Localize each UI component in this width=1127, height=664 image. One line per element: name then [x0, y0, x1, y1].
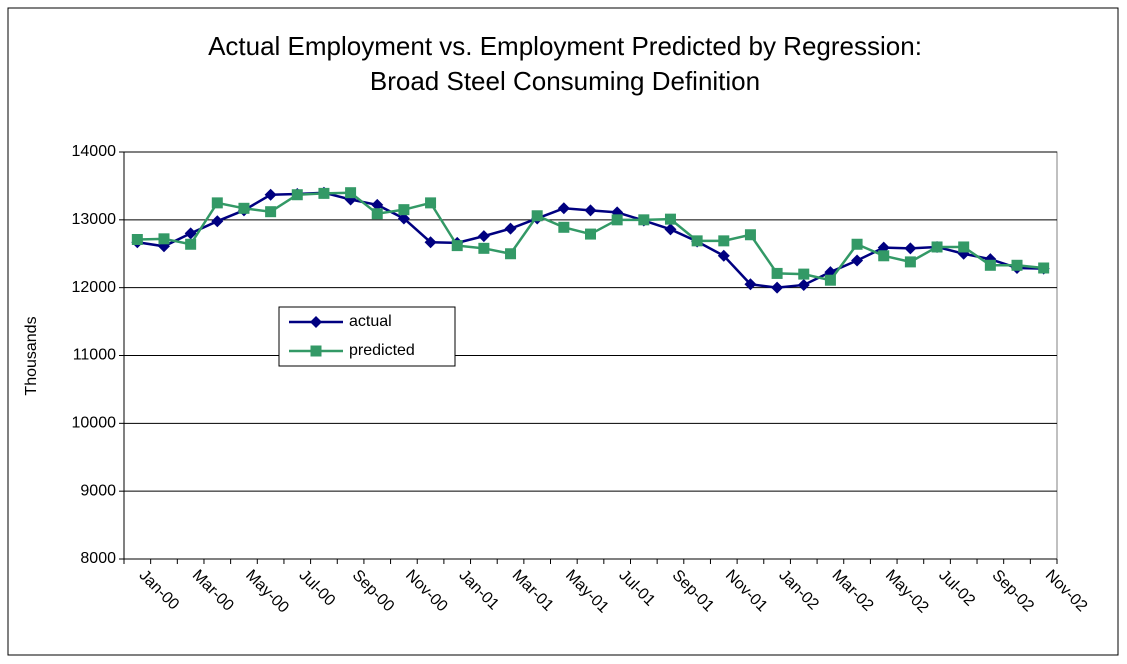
- diamond-marker: [717, 249, 730, 262]
- diamond-marker: [477, 230, 490, 243]
- square-marker: [131, 234, 143, 246]
- square-marker: [291, 189, 303, 201]
- series: [131, 187, 1050, 286]
- square-marker: [798, 268, 810, 280]
- y-tick-label: 9000: [80, 482, 116, 499]
- square-marker: [318, 187, 330, 199]
- square-marker: [345, 187, 357, 199]
- legend-label: predicted: [349, 342, 415, 359]
- diamond-marker: [211, 215, 224, 228]
- square-marker: [505, 248, 517, 260]
- square-marker: [984, 259, 996, 271]
- square-marker: [558, 221, 570, 233]
- legend-marker: [310, 345, 322, 357]
- diamond-marker: [504, 222, 517, 235]
- square-marker: [744, 229, 756, 241]
- y-tick-label: 14000: [72, 143, 117, 160]
- square-marker: [691, 235, 703, 247]
- diamond-marker: [771, 281, 784, 294]
- chart-title: Actual Employment vs. Employment Predict…: [208, 31, 922, 61]
- legend-box: [278, 306, 456, 367]
- square-marker: [238, 202, 250, 214]
- square-marker: [158, 233, 170, 245]
- diamond-marker: [904, 242, 917, 255]
- square-marker: [398, 204, 410, 216]
- square-marker: [425, 197, 437, 209]
- square-marker: [265, 206, 277, 218]
- legend-marker: [310, 316, 322, 328]
- diamond-marker: [744, 278, 757, 291]
- square-marker: [664, 213, 676, 225]
- diamond-marker: [851, 254, 864, 267]
- diamond-marker: [397, 212, 410, 225]
- square-marker: [931, 241, 943, 253]
- square-marker: [211, 197, 223, 209]
- y-tick-label: 8000: [80, 550, 116, 567]
- square-marker: [904, 256, 916, 268]
- legend-label: actual: [349, 313, 392, 330]
- square-marker: [185, 238, 197, 250]
- diamond-marker: [184, 227, 197, 240]
- square-marker: [851, 238, 863, 250]
- chart-title: Broad Steel Consuming Definition: [370, 66, 760, 96]
- square-marker: [531, 210, 543, 222]
- square-marker: [611, 214, 623, 226]
- y-tick-label: 10000: [72, 415, 117, 432]
- square-marker: [638, 214, 650, 226]
- diamond-marker: [424, 236, 437, 249]
- square-marker: [371, 208, 383, 220]
- square-marker: [958, 241, 970, 253]
- square-marker: [478, 242, 490, 254]
- y-tick-label: 11000: [73, 347, 116, 364]
- diamond-marker: [557, 202, 570, 215]
- y-tick-label: 13000: [72, 211, 117, 228]
- diamond-marker: [371, 198, 384, 211]
- square-marker: [451, 240, 463, 252]
- square-marker: [878, 250, 890, 262]
- square-marker: [1038, 262, 1050, 274]
- square-marker: [824, 274, 836, 286]
- diamond-marker: [664, 223, 677, 236]
- diamond-marker: [797, 278, 810, 291]
- y-axis-label: Thousands: [23, 316, 40, 395]
- square-marker: [718, 235, 730, 247]
- square-marker: [585, 228, 596, 240]
- square-marker: [771, 267, 783, 279]
- y-tick-label: 12000: [72, 279, 117, 296]
- diamond-marker: [584, 204, 597, 217]
- square-marker: [1011, 259, 1023, 271]
- diamond-marker: [264, 188, 277, 201]
